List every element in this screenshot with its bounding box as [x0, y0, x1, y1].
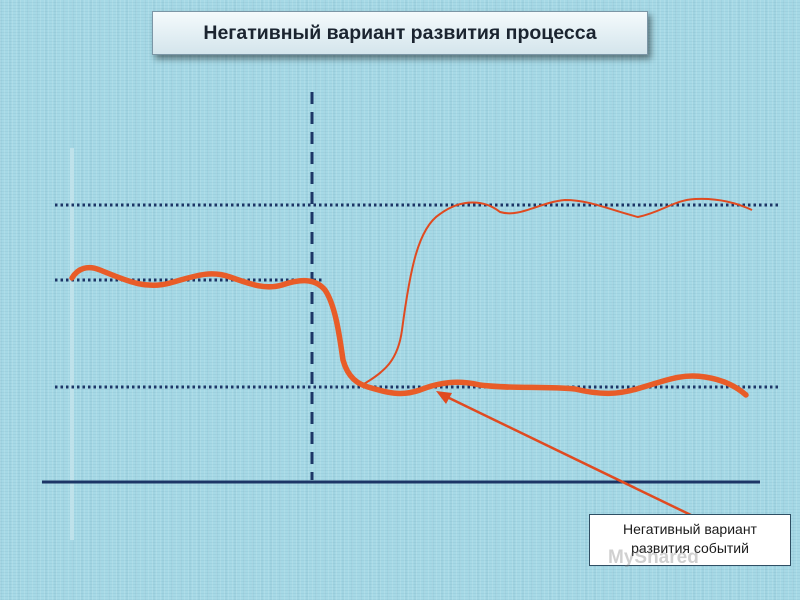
callout-arrowhead [436, 391, 452, 404]
callout-line-1: Негативный вариант [623, 521, 757, 537]
callout-arrow [444, 394, 696, 519]
positive-variant-curve [361, 197, 753, 386]
slide-title: Негативный вариант развития процесса [152, 11, 648, 55]
callout-line-2: развития событий [631, 540, 749, 556]
negative-variant-curve [69, 264, 749, 398]
callout-box: Негативный вариант развития событий [589, 514, 791, 566]
